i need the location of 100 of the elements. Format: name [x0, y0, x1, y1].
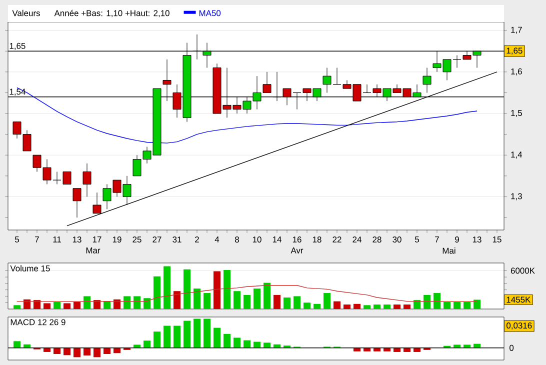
x-tick-label: 13	[72, 236, 82, 243]
y-tick-label: 1,6	[511, 68, 522, 76]
x-tick-label: 14	[272, 236, 282, 242]
bar	[104, 348, 110, 354]
x-tick-label: 31	[172, 236, 182, 243]
text: Avr	[290, 248, 304, 254]
ref-line-label: 1,65	[10, 42, 26, 50]
bar	[94, 348, 100, 358]
candlestick	[92, 192, 102, 214]
bar	[54, 348, 60, 354]
annotation: 0,0316	[506, 322, 532, 330]
bar	[354, 304, 361, 309]
bar	[254, 342, 261, 348]
bar	[84, 296, 90, 309]
x-tick-label: 13	[472, 236, 482, 243]
x-tick-label: 7	[435, 236, 439, 242]
bar	[404, 304, 411, 309]
bar	[44, 303, 50, 309]
chart-title: Volume 15	[10, 265, 50, 272]
bar	[344, 304, 351, 309]
bar	[124, 296, 131, 309]
bar	[64, 303, 70, 309]
x-tick-label: 25	[132, 236, 142, 243]
bar	[224, 270, 231, 309]
x-tick-label: 19	[112, 236, 122, 243]
bar	[374, 348, 381, 352]
bar	[204, 293, 211, 309]
x-tick-label: 27	[152, 236, 162, 242]
bar	[134, 296, 141, 309]
x-tick-label: 2	[195, 236, 199, 242]
bar	[394, 304, 401, 309]
bar	[94, 300, 100, 309]
text: 0	[510, 344, 514, 351]
bar	[404, 348, 411, 352]
bar	[114, 299, 120, 309]
x-tick-label: 10	[252, 236, 262, 243]
bar	[14, 305, 20, 309]
bar	[184, 269, 191, 309]
bar	[364, 305, 371, 309]
bar	[324, 293, 331, 309]
x-tick-label: 5	[414, 236, 420, 242]
bar	[314, 304, 321, 309]
x-tick-label: 11	[53, 236, 61, 242]
x-tick-label: 8	[235, 236, 239, 243]
bar	[154, 332, 161, 348]
x-tick-label: 15	[492, 236, 502, 242]
bar	[334, 301, 341, 309]
x-tick-label: 22	[332, 236, 342, 242]
bar	[144, 298, 151, 309]
bar	[104, 301, 110, 309]
bar	[434, 293, 441, 309]
bar	[214, 328, 221, 348]
bar	[374, 304, 381, 309]
bar	[74, 348, 80, 358]
bar	[454, 302, 461, 309]
bar	[354, 348, 361, 352]
bar	[44, 348, 50, 352]
bar	[394, 348, 401, 352]
text: Mai	[442, 248, 456, 254]
annotation: 1,65	[506, 48, 522, 55]
ref-line-label: 1,54	[10, 88, 26, 96]
bar	[364, 348, 371, 352]
bar	[304, 302, 311, 309]
bar	[54, 302, 60, 309]
bar	[274, 294, 281, 309]
candlestick	[422, 68, 432, 93]
bar	[284, 298, 291, 309]
bar	[194, 318, 201, 348]
x-tick-label: 4	[214, 236, 220, 242]
bar	[384, 304, 391, 309]
bar	[264, 342, 271, 348]
candlestick	[82, 163, 92, 197]
y-tick-label: 1,5	[511, 110, 522, 117]
annotation: 1455K	[506, 296, 531, 303]
x-tick-label: 28	[372, 236, 382, 243]
bar	[154, 276, 161, 309]
y-tick-label: 1,3	[511, 193, 522, 200]
bar	[34, 300, 40, 309]
x-tick-label: 24	[352, 236, 362, 242]
bar	[84, 348, 90, 356]
chart-title: MACD 12 26 9	[10, 319, 66, 326]
y-tick-label: 1,4	[511, 152, 522, 159]
x-tick-label: 17	[92, 236, 102, 242]
bar	[464, 302, 471, 309]
bar	[164, 326, 171, 348]
bar	[184, 320, 191, 348]
bar	[174, 291, 181, 309]
bar	[474, 300, 481, 309]
x-tick-label: 5	[14, 236, 20, 242]
bar	[224, 334, 231, 348]
bar	[74, 302, 80, 309]
text: Mar	[86, 248, 100, 254]
bar	[194, 288, 201, 309]
bar	[384, 348, 391, 352]
bar	[244, 294, 251, 309]
bar	[234, 291, 241, 309]
bar	[204, 318, 211, 348]
x-tick-label: 30	[392, 236, 402, 243]
bar	[114, 348, 120, 354]
bar	[14, 341, 20, 348]
